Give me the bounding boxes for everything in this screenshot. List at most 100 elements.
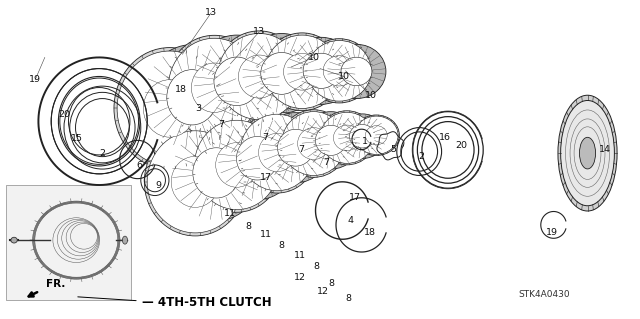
Ellipse shape <box>242 33 321 113</box>
Ellipse shape <box>355 116 398 154</box>
Text: 8: 8 <box>314 262 320 271</box>
Text: 15: 15 <box>71 134 83 143</box>
Ellipse shape <box>333 125 360 151</box>
Text: 12: 12 <box>294 273 305 282</box>
Ellipse shape <box>11 237 17 243</box>
Text: 2: 2 <box>418 152 424 161</box>
Ellipse shape <box>215 31 303 122</box>
Ellipse shape <box>238 112 316 193</box>
Text: 9: 9 <box>156 181 162 189</box>
Ellipse shape <box>192 118 282 212</box>
Text: 20: 20 <box>455 141 467 150</box>
Text: 5: 5 <box>390 145 397 154</box>
Ellipse shape <box>193 148 240 198</box>
Text: 19: 19 <box>546 228 557 237</box>
Text: 10: 10 <box>339 72 350 81</box>
Ellipse shape <box>318 111 376 165</box>
Text: 2: 2 <box>99 149 106 158</box>
Text: 14: 14 <box>599 145 611 154</box>
Ellipse shape <box>316 125 346 155</box>
Ellipse shape <box>191 63 237 113</box>
Ellipse shape <box>236 137 278 180</box>
Ellipse shape <box>218 117 297 200</box>
Text: 19: 19 <box>29 75 41 84</box>
Text: FR.: FR. <box>46 279 65 289</box>
Ellipse shape <box>280 110 348 177</box>
Text: 11: 11 <box>294 251 305 260</box>
Text: 17: 17 <box>260 173 271 182</box>
Text: 7: 7 <box>323 158 330 167</box>
Text: 17: 17 <box>349 193 361 202</box>
Ellipse shape <box>338 114 387 159</box>
Text: 11: 11 <box>225 209 236 218</box>
Ellipse shape <box>320 112 374 163</box>
Text: 3: 3 <box>195 104 202 113</box>
Text: 8: 8 <box>346 294 352 303</box>
Ellipse shape <box>214 57 260 106</box>
Text: 6: 6 <box>136 161 143 170</box>
Ellipse shape <box>166 35 263 140</box>
Text: 1: 1 <box>362 137 368 146</box>
Bar <box>6 185 131 300</box>
Ellipse shape <box>144 45 240 150</box>
Ellipse shape <box>265 35 339 108</box>
Text: 7: 7 <box>262 133 269 142</box>
Text: 13: 13 <box>253 27 265 36</box>
Ellipse shape <box>193 35 280 128</box>
Text: 4: 4 <box>348 216 354 225</box>
Text: 8: 8 <box>328 279 335 288</box>
Ellipse shape <box>216 143 258 187</box>
Ellipse shape <box>147 131 243 233</box>
Ellipse shape <box>558 95 617 211</box>
Ellipse shape <box>240 114 314 191</box>
Text: 20: 20 <box>58 110 70 119</box>
Text: 12: 12 <box>317 287 329 296</box>
Ellipse shape <box>327 44 386 99</box>
Text: 8: 8 <box>278 241 285 250</box>
Ellipse shape <box>259 133 296 172</box>
Ellipse shape <box>579 137 596 169</box>
Text: 7: 7 <box>298 145 304 154</box>
Text: 18: 18 <box>175 85 186 94</box>
Ellipse shape <box>260 52 303 94</box>
Ellipse shape <box>298 128 330 160</box>
Ellipse shape <box>561 100 614 206</box>
Ellipse shape <box>341 57 372 86</box>
Ellipse shape <box>117 51 222 166</box>
Ellipse shape <box>261 113 330 183</box>
Ellipse shape <box>145 128 246 236</box>
Ellipse shape <box>172 125 261 221</box>
Ellipse shape <box>349 124 375 148</box>
Text: 18: 18 <box>364 228 376 237</box>
Ellipse shape <box>195 120 279 210</box>
Text: 11: 11 <box>260 230 271 239</box>
Ellipse shape <box>307 41 371 101</box>
Ellipse shape <box>263 33 341 111</box>
Ellipse shape <box>239 55 280 98</box>
Ellipse shape <box>167 70 217 125</box>
Text: 7: 7 <box>218 120 224 129</box>
Text: 8: 8 <box>245 222 252 231</box>
Text: STK4A0430: STK4A0430 <box>518 290 570 299</box>
Ellipse shape <box>278 129 314 166</box>
Text: 10: 10 <box>365 91 377 100</box>
Ellipse shape <box>168 38 260 137</box>
Ellipse shape <box>353 115 399 156</box>
Text: 13: 13 <box>205 8 217 17</box>
Text: — 4TH-5TH CLUTCH: — 4TH-5TH CLUTCH <box>142 296 272 309</box>
Ellipse shape <box>287 37 356 104</box>
Ellipse shape <box>218 33 301 120</box>
Ellipse shape <box>303 53 339 88</box>
Ellipse shape <box>122 236 127 244</box>
Ellipse shape <box>323 56 355 86</box>
Ellipse shape <box>282 112 346 175</box>
Ellipse shape <box>301 112 360 169</box>
Ellipse shape <box>114 48 225 169</box>
Ellipse shape <box>284 54 321 90</box>
Text: 16: 16 <box>439 133 451 142</box>
Ellipse shape <box>305 39 373 103</box>
Ellipse shape <box>172 156 219 207</box>
Ellipse shape <box>143 80 196 137</box>
Ellipse shape <box>365 126 387 145</box>
Text: 10: 10 <box>308 53 319 62</box>
